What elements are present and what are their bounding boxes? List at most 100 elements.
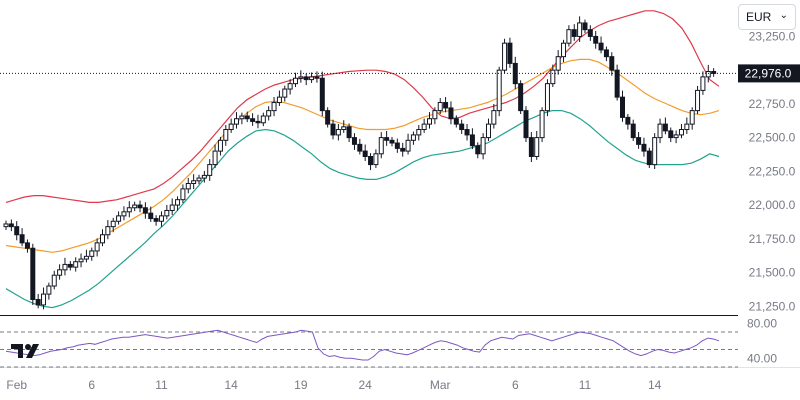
candle-down xyxy=(630,123,636,139)
last-price-badge: 22,976.0 xyxy=(738,64,800,83)
candle-up xyxy=(180,188,186,201)
candle-up xyxy=(191,180,197,184)
candle-down xyxy=(636,137,642,145)
candle-up xyxy=(164,209,170,217)
tradingview-logo-icon[interactable] xyxy=(11,342,43,365)
candle-down xyxy=(469,134,475,147)
bollinger-middle-line xyxy=(5,58,720,253)
candle-up xyxy=(577,22,583,37)
candle-down xyxy=(362,150,368,158)
candle-down xyxy=(646,150,652,166)
candle-down xyxy=(571,29,577,37)
candle-up xyxy=(105,226,111,236)
candle-up xyxy=(684,123,690,131)
time-tick-label: Feb xyxy=(6,378,27,392)
currency-select[interactable]: EUR ⌄ xyxy=(738,4,796,30)
price-tick-label: 22,500.0 xyxy=(749,131,796,145)
candle-up xyxy=(276,96,282,104)
candle-down xyxy=(668,130,674,139)
candle-up xyxy=(416,129,422,136)
candle-down xyxy=(620,96,626,118)
candle-down xyxy=(523,110,529,139)
candle-up xyxy=(196,177,202,182)
time-tick-label: 11 xyxy=(579,378,592,392)
price-tick-label: 21,250.0 xyxy=(749,299,796,313)
candle-up xyxy=(73,261,79,268)
candle-up xyxy=(158,215,164,222)
candle-up xyxy=(83,255,89,260)
candle-down xyxy=(603,49,609,58)
rsi-tick-label: 80.00 xyxy=(747,316,777,330)
candle-up xyxy=(121,211,127,217)
candle-up xyxy=(217,139,223,152)
candle-down xyxy=(314,76,320,79)
candle-down xyxy=(67,263,73,268)
candle-up xyxy=(185,182,191,190)
candle-up xyxy=(561,42,567,58)
candle-up xyxy=(309,76,315,81)
candle-down xyxy=(14,226,20,236)
candle-down xyxy=(598,42,604,51)
time-tick-label: 14 xyxy=(648,378,662,392)
candle-up xyxy=(539,110,545,139)
candle-up xyxy=(432,110,438,120)
currency-value: EUR xyxy=(746,10,772,24)
candle-up xyxy=(41,293,47,306)
candle-up xyxy=(207,164,213,176)
candle-down xyxy=(609,56,615,71)
candle-down xyxy=(587,29,593,37)
time-tick-label: 6 xyxy=(512,378,519,392)
candle-down xyxy=(394,142,400,149)
price-tick-label: 22,250.0 xyxy=(749,164,796,178)
candle-down xyxy=(148,212,154,220)
candle-down xyxy=(384,137,390,141)
candle-up xyxy=(689,110,695,125)
rsi-levels xyxy=(0,331,738,368)
candle-up xyxy=(555,56,561,71)
candle-up xyxy=(175,199,181,206)
candle-up xyxy=(126,207,132,213)
candle-down xyxy=(453,118,459,125)
candle-up xyxy=(705,71,711,78)
candle-up xyxy=(57,269,63,276)
candle-up xyxy=(544,83,550,112)
candle-up xyxy=(228,123,234,131)
candle-down xyxy=(582,22,588,31)
candle-up xyxy=(405,139,411,152)
candle-up xyxy=(99,234,105,244)
candle-down xyxy=(464,129,470,136)
candle-down xyxy=(625,116,631,125)
candle-up xyxy=(260,115,266,124)
chevron-down-icon: ⌄ xyxy=(779,10,788,21)
candle-down xyxy=(325,110,331,125)
candle-up xyxy=(700,76,706,91)
candle-up xyxy=(427,118,433,125)
candle-down xyxy=(459,123,465,131)
bollinger-upper-line xyxy=(5,10,720,203)
price-pane[interactable]: 21,250.0 21,500.0 21,750.0 22,000.0 22,250.0… xyxy=(0,10,800,392)
candle-up xyxy=(287,83,293,90)
candle-up xyxy=(51,274,57,287)
candle-down xyxy=(8,223,14,228)
candle-down xyxy=(475,145,481,155)
candle-down xyxy=(443,102,449,109)
candle-up xyxy=(239,115,245,120)
candle-down xyxy=(250,118,256,122)
candle-down xyxy=(19,234,25,244)
candle-up xyxy=(480,137,486,155)
candle-down xyxy=(518,83,524,112)
candle-up xyxy=(234,118,240,125)
candle-down xyxy=(137,204,143,209)
last-price-label: 22,976.0 xyxy=(745,66,792,80)
candle-up xyxy=(266,110,272,117)
price-tick-label: 21,750.0 xyxy=(749,232,796,246)
candle-up xyxy=(550,69,556,85)
price-tick-label: 22,750.0 xyxy=(749,97,796,111)
candle-down xyxy=(244,115,250,120)
candle-up xyxy=(298,76,304,79)
candle-down xyxy=(303,76,309,81)
time-tick-label: 6 xyxy=(88,378,95,392)
candle-down xyxy=(400,147,406,152)
candle-up xyxy=(695,89,701,112)
